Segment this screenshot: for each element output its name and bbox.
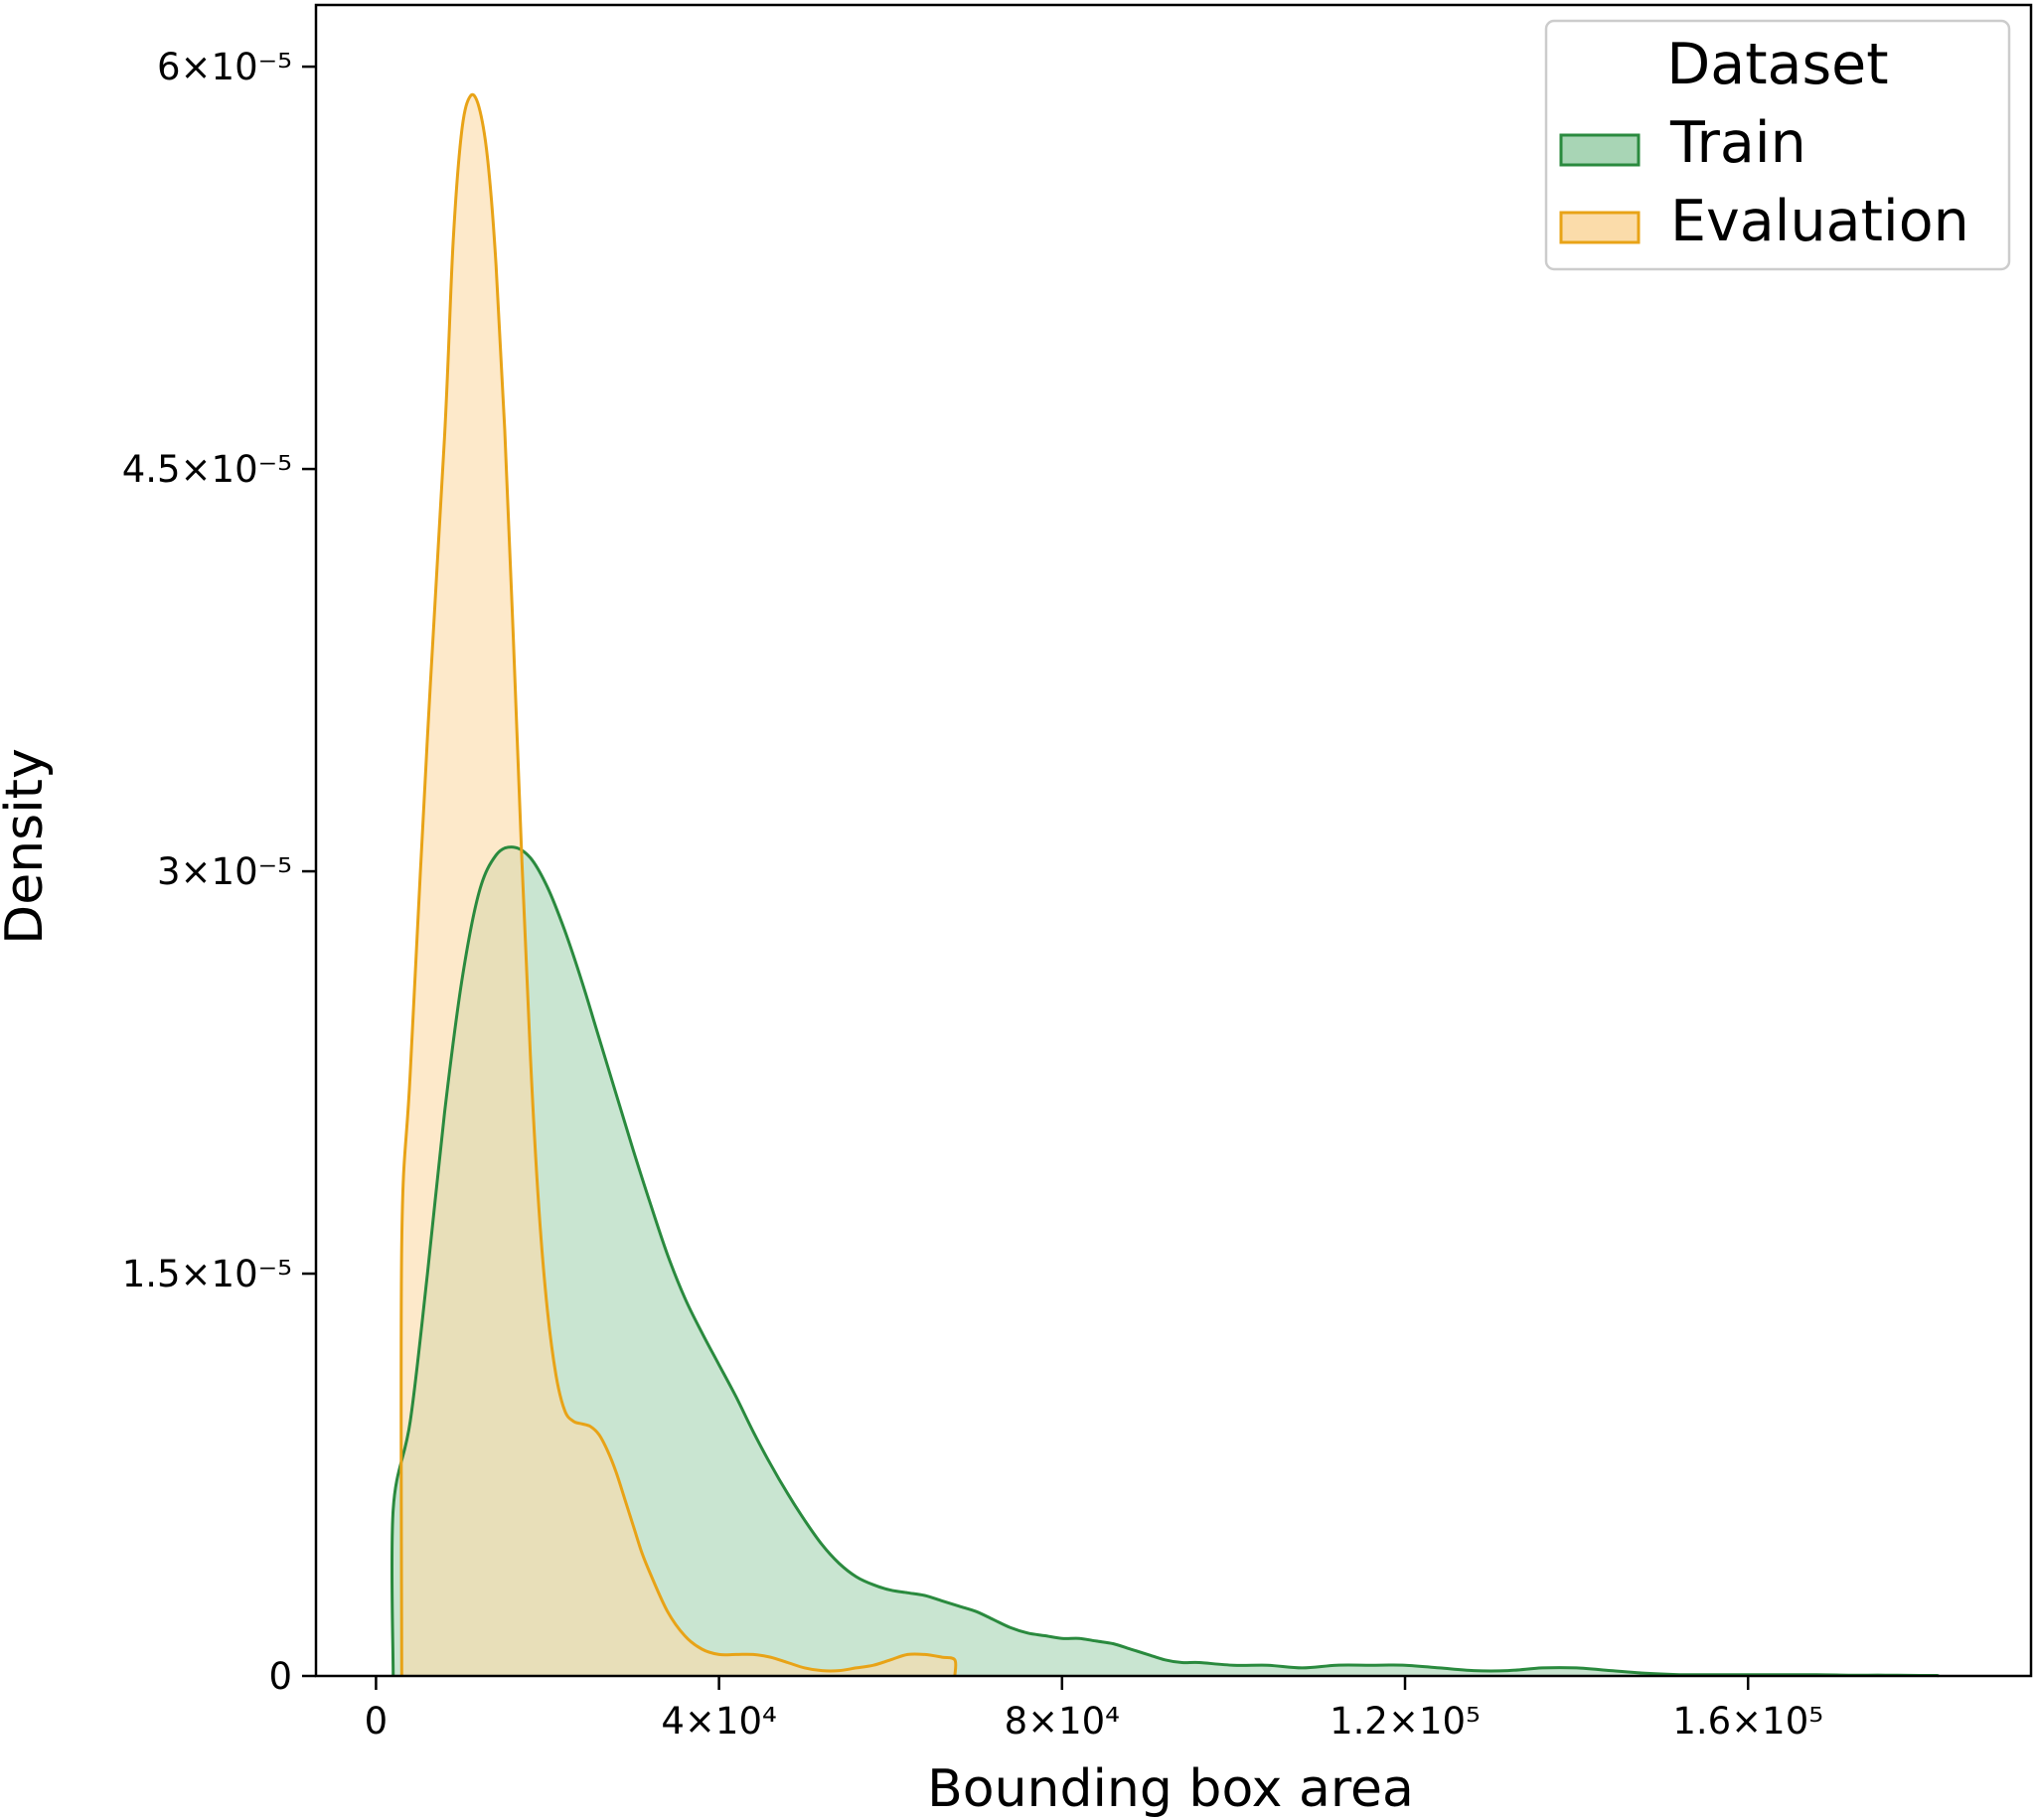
plot-frame	[314, 3, 2033, 1678]
y-tick-label: 1.5×10⁻⁵	[122, 1253, 292, 1295]
x-tick-label: 0	[365, 1700, 389, 1743]
density-line-train	[390, 845, 1940, 1678]
legend-swatch-evaluation	[1559, 211, 1641, 244]
y-axis-ticks: 0 1.5×10⁻⁵ 3×10⁻⁵ 4.5×10⁻⁵ 6×10⁻⁵	[122, 46, 316, 1698]
legend: Dataset Train Evaluation	[1544, 19, 2011, 271]
x-tick-label: 1.6×10⁵	[1672, 1700, 1823, 1743]
y-axis-label: Density	[0, 748, 55, 945]
x-tick-label: 1.2×10⁵	[1330, 1700, 1481, 1743]
legend-label-train: Train	[1669, 110, 1806, 176]
legend-label-evaluation: Evaluation	[1670, 189, 1969, 254]
y-tick-label: 6×10⁻⁵	[157, 46, 292, 88]
series-layer	[390, 92, 1940, 1678]
density-line-evaluation	[399, 92, 958, 1677]
legend-swatch-train	[1559, 133, 1641, 167]
density-area-evaluation	[400, 94, 956, 1677]
x-tick-label: 4×10⁴	[661, 1700, 776, 1743]
y-tick-label: 3×10⁻⁵	[157, 850, 292, 893]
legend-title: Dataset	[1666, 32, 1888, 97]
x-axis-ticks: 0 4×10⁴ 8×10⁴ 1.2×10⁵ 1.6×10⁵	[365, 1676, 1823, 1743]
legend-box	[1544, 19, 2011, 271]
y-tick-label: 4.5×10⁻⁵	[122, 448, 292, 491]
x-tick-label: 8×10⁴	[1005, 1700, 1120, 1743]
y-tick-label: 0	[268, 1655, 292, 1698]
x-axis-label: Bounding box area	[927, 1759, 1414, 1819]
